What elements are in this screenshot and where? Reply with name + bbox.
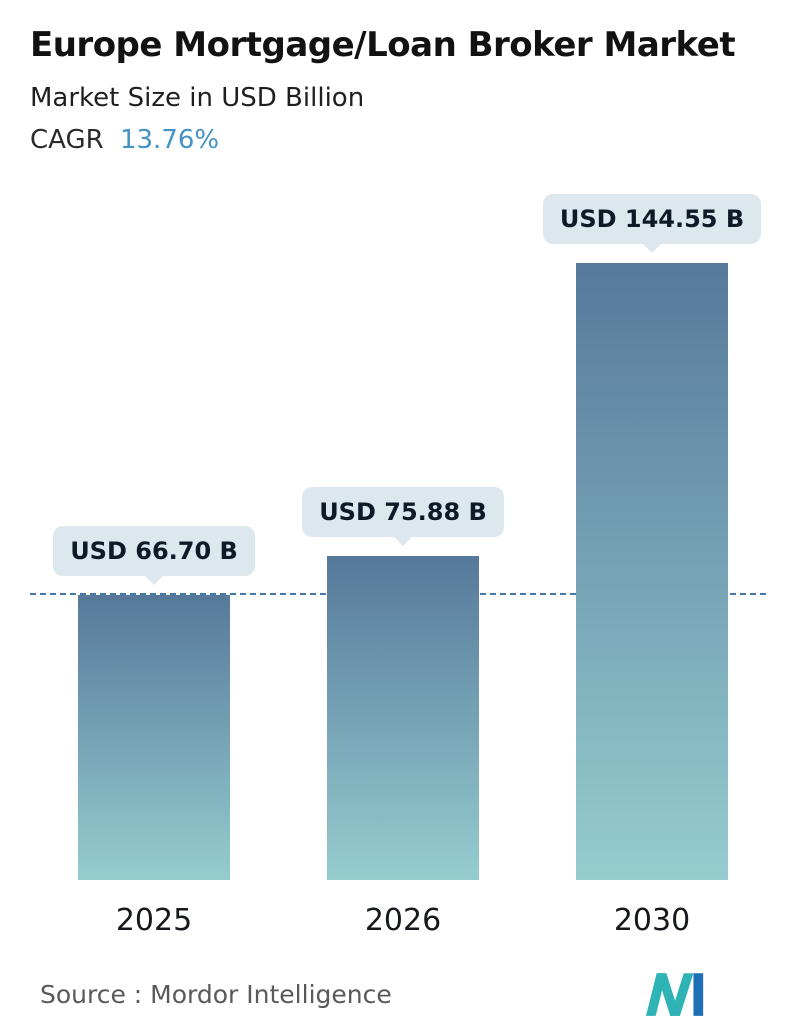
chart-title: Europe Mortgage/Loan Broker Market <box>30 25 736 65</box>
cagr-value: 13.76% <box>119 125 220 156</box>
source-text: Source : Mordor Intelligence <box>40 980 392 1009</box>
value-label-callout: USD 66.70 B <box>53 526 255 576</box>
x-axis-labels: 2025 2026 2030 <box>78 903 728 938</box>
chart-footer: Source : Mordor Intelligence <box>40 973 708 1016</box>
mordor-intelligence-logo <box>646 973 704 1016</box>
value-label-callout: USD 144.55 B <box>542 194 762 244</box>
bar-column-2026: USD 75.88 B <box>302 487 504 880</box>
bar-2030 <box>576 263 728 880</box>
bar-2026 <box>327 556 479 880</box>
bars: USD 66.70 B USD 75.88 B USD 144.55 B <box>30 194 766 880</box>
chart-subtitle: Market Size in USD Billion <box>30 83 365 114</box>
value-label-callout: USD 75.88 B <box>302 487 504 537</box>
cagr-row: CAGR 13.76% <box>30 125 766 155</box>
logo-stroke-3 <box>670 973 694 1016</box>
x-axis-label-2026: 2026 <box>364 903 442 938</box>
logo-stroke-4 <box>693 973 704 1016</box>
x-axis-label-2030: 2030 <box>613 903 691 938</box>
bar-column-2030: USD 144.55 B <box>542 194 762 880</box>
chart-header: Europe Mortgage/Loan Broker Market Marke… <box>0 0 796 155</box>
plot-area: USD 66.70 B USD 75.88 B USD 144.55 B <box>30 194 766 880</box>
bar-2025 <box>78 595 230 880</box>
cagr-label: CAGR <box>30 125 104 156</box>
bar-column-2025: USD 66.70 B <box>53 526 255 880</box>
x-axis-label-2025: 2025 <box>115 903 193 938</box>
